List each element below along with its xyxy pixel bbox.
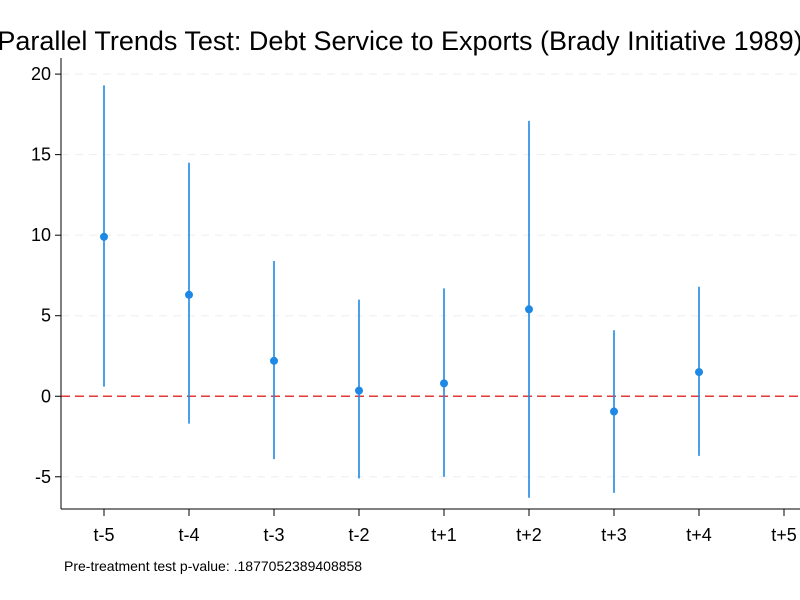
x-tick-label: t+1 — [431, 525, 457, 545]
grid-layer — [61, 73, 800, 478]
x-tick-label: t-2 — [348, 525, 369, 545]
y-tick-label: 5 — [41, 306, 51, 326]
estimate-point — [440, 379, 448, 388]
x-tick-label: t+4 — [686, 525, 712, 545]
estimate-point — [525, 305, 533, 314]
x-tick-label: t+2 — [516, 525, 542, 545]
y-tick-label: -5 — [35, 467, 51, 487]
y-tick-label: 15 — [31, 145, 51, 165]
axis-layer: -5 0 5 10 15 20 t-5 t-4 t-3 t-2 t+1 t+2 t+3 t+4 t+5 — [31, 58, 800, 545]
estimate-point — [355, 386, 363, 395]
estimate-point — [100, 232, 108, 241]
x-tick-label: t+5 — [771, 525, 797, 545]
chart-title: Parallel Trends Test: Debt Service to Ex… — [0, 26, 800, 56]
estimate-point — [695, 368, 703, 377]
y-tick-label: 10 — [31, 225, 51, 245]
y-tick-label: 0 — [41, 386, 51, 406]
y-tick-label: 20 — [31, 64, 51, 84]
pvalue-note: Pre-treatment test p-value: .18770523894… — [64, 558, 362, 574]
estimate-point — [270, 356, 278, 365]
x-tick-label: t+3 — [601, 525, 627, 545]
estimate-point — [610, 407, 618, 416]
estimate-point — [185, 290, 193, 299]
x-tick-label: t-3 — [263, 525, 284, 545]
mark-layer — [100, 85, 703, 498]
x-tick-label: t-5 — [93, 525, 114, 545]
x-tick-label: t-4 — [178, 525, 199, 545]
